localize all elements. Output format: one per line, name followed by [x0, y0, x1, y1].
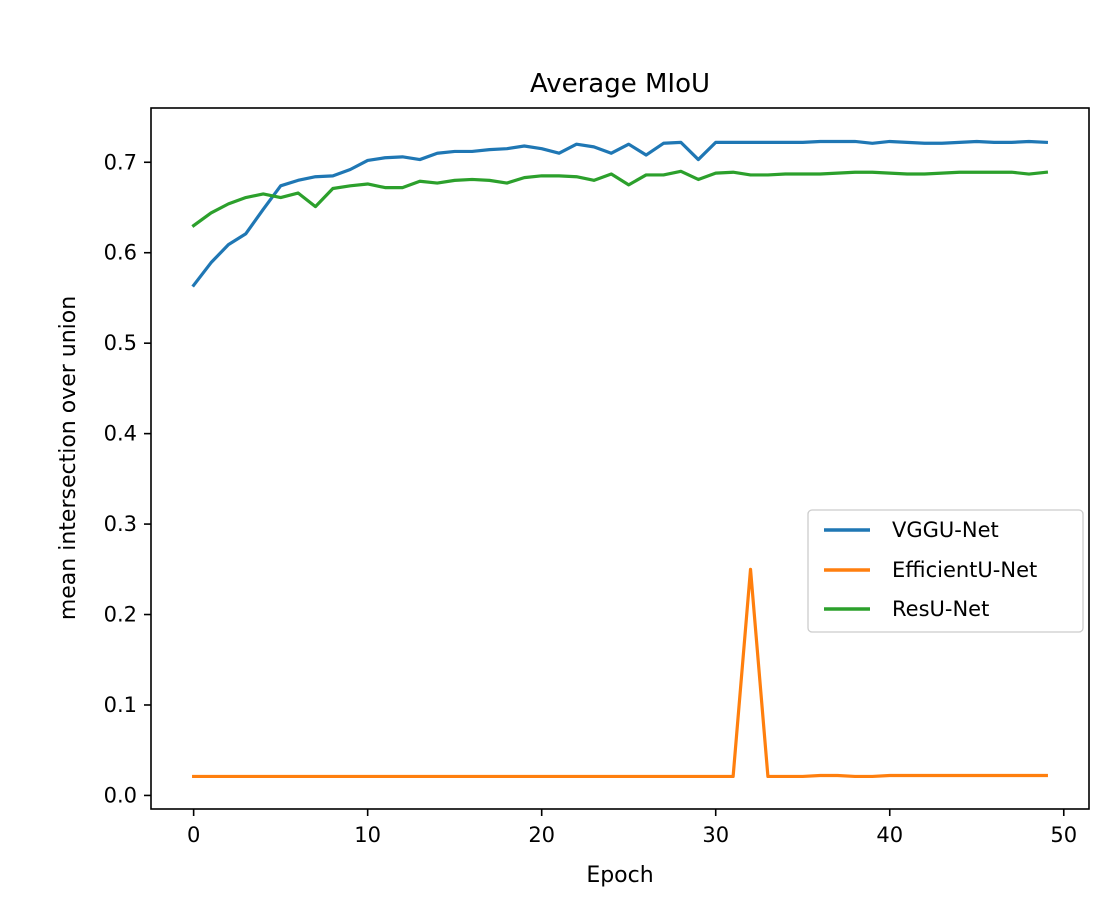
x-tick-label: 20	[528, 823, 555, 847]
y-tick-label: 0.2	[104, 603, 137, 627]
y-tick-label: 0.4	[104, 422, 137, 446]
y-tick-label: 0.0	[104, 783, 137, 807]
y-tick-label: 0.6	[104, 241, 137, 265]
series-line-vggu-net	[191, 139, 1049, 288]
legend-label-vggu: VGGU-Net	[892, 518, 999, 542]
plot-lines	[191, 139, 1049, 779]
x-tick-label: 40	[876, 823, 903, 847]
y-axis-label: mean intersection over union	[56, 296, 81, 620]
x-tick-label: 30	[702, 823, 729, 847]
y-tick-label: 0.5	[104, 331, 137, 355]
x-tick-label: 50	[1050, 823, 1077, 847]
legend-label-efficientu: EfficientU-Net	[892, 558, 1037, 582]
axis-ticks: 0 10 20 30 40 50 0.0 0.1 0.2 0.3 0.4 0.5 0.6 0.7	[104, 150, 1078, 847]
y-tick-label: 0.7	[104, 150, 137, 174]
series-line-efficientu-net	[192, 567, 1048, 779]
chart-title: Average MIoU	[530, 69, 710, 99]
y-tick-label: 0.3	[104, 512, 137, 536]
x-tick-label: 0	[187, 823, 200, 847]
legend: VGGU-Net EfficientU-Net ResU-Net	[807, 509, 1084, 633]
axes-frame	[150, 107, 1090, 810]
legend-label-resu: ResU-Net	[892, 597, 989, 621]
legend-box	[807, 509, 1084, 633]
x-tick-label: 10	[354, 823, 381, 847]
y-tick-label: 0.1	[104, 693, 137, 717]
series-line-resu-net	[191, 169, 1049, 228]
x-axis-label: Epoch	[586, 863, 653, 888]
